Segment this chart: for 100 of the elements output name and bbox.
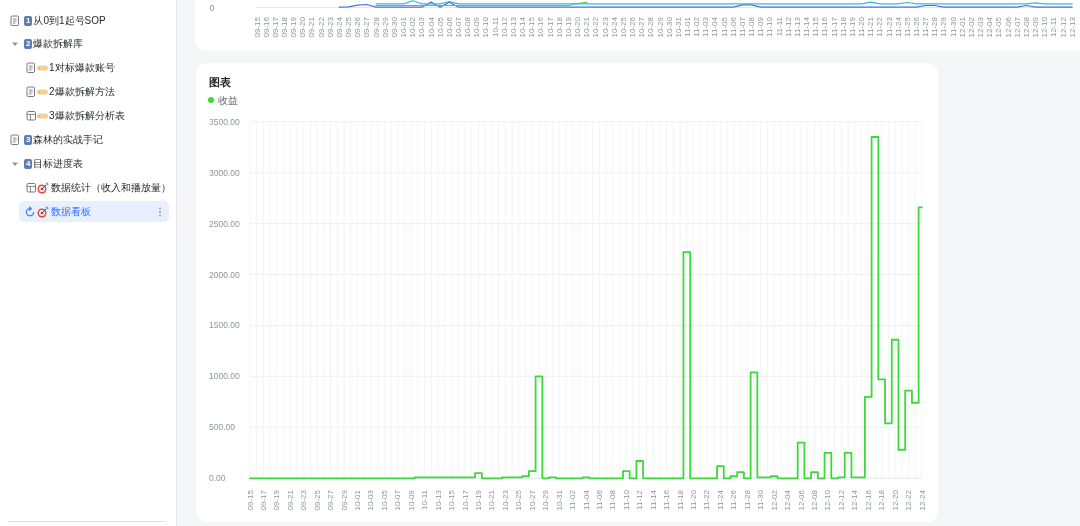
x-tick-label: 10-21	[582, 16, 592, 38]
x-tick-label: 11-26	[911, 16, 921, 37]
x-tick-label: 09-25	[312, 489, 322, 511]
x-tick-label: 11-01	[683, 16, 692, 37]
text: 2爆款拆解方法	[49, 85, 115, 99]
x-tick-label: 12-16	[863, 489, 873, 511]
x-tick-label: 11-07	[737, 16, 747, 37]
text: 1从0到1起号SOP	[25, 14, 106, 28]
x-tick-label: 11-24	[893, 16, 903, 37]
x-tick-label: 10-31	[554, 489, 564, 511]
x-tick-label: 10-24	[609, 16, 619, 38]
x-tick-label: 10-29	[541, 489, 551, 511]
x-tick-label: 10-11	[490, 16, 500, 37]
x-tick-label: 11-12	[635, 489, 645, 510]
x-tick-label: 09-29	[380, 16, 390, 38]
x-tick-label: 09-23	[325, 16, 335, 38]
legend-label: 收益	[218, 94, 238, 106]
x-tick-label: 09-20	[298, 16, 308, 38]
x-tick-label: 09-29	[339, 489, 349, 511]
x-tick-label: 10-10	[481, 16, 491, 38]
x-tick-label: 11-27	[921, 16, 931, 37]
x-tick-label: 09-19	[289, 16, 299, 38]
x-tick-label: 10-03	[366, 489, 376, 511]
x-tick-label: 11-10	[621, 489, 631, 510]
x-tick-label: 10-23	[500, 489, 510, 511]
x-tick-label: 10-01	[353, 489, 363, 511]
x-tick-label: 10-25	[514, 489, 524, 511]
x-tick-label: 12-24	[917, 489, 927, 511]
x-tick-label: 10-19	[473, 489, 483, 511]
x-tick-label: 11-21	[866, 16, 876, 37]
x-tick-label: 09-27	[326, 489, 336, 511]
x-tick-label: 12-09	[1031, 16, 1041, 38]
x-tick-label: 11-26	[729, 489, 739, 510]
x-tick-label: 12-18	[877, 489, 887, 511]
x-tick-label: 09-16	[261, 16, 271, 38]
x-tick-label: 10-07	[454, 16, 464, 38]
text: 3森林的实战手记	[25, 133, 104, 147]
x-tick-label: 12-10	[823, 489, 833, 511]
x-tick-label: 10-09	[472, 16, 482, 38]
y-tick-label: 0.00	[209, 473, 226, 484]
x-tick-label: 10-22	[591, 16, 601, 38]
x-tick-label: 10-09	[406, 489, 416, 511]
x-tick-label: 12-02	[966, 16, 976, 38]
x-tick-label: 10-19	[563, 16, 573, 38]
x-tick-label: 12-14	[850, 489, 860, 511]
x-tick-label: 11-23	[884, 16, 894, 37]
x-tick-label: 12-06	[1003, 16, 1013, 38]
x-tick-label: 10-18	[554, 16, 564, 38]
x-tick-label: 11-14	[648, 489, 658, 510]
x-tick-label: 12-04	[783, 489, 793, 511]
x-tick-label: 11-03	[701, 16, 711, 37]
x-tick-label: 11-05	[719, 16, 729, 37]
x-tick-label: 10-04	[426, 16, 436, 38]
x-tick-label: 11-28	[742, 489, 752, 510]
x-tick-label: 09-15	[245, 489, 255, 511]
x-tick-label: 11-08	[747, 16, 757, 37]
x-tick-label: 11-02	[568, 489, 578, 510]
x-tick-label: 11-20	[689, 489, 699, 510]
y-tick-label: 2500.00	[209, 218, 240, 229]
x-tick-label: 10-17	[460, 489, 470, 511]
x-tick-label: 10-26	[628, 16, 638, 38]
x-tick-label: 12-10	[1040, 16, 1050, 38]
x-tick-label: 09-24	[334, 16, 344, 38]
x-tick-label: 10-12	[499, 16, 509, 38]
x-tick-label: 10-05	[379, 489, 389, 511]
x-tick-label: 11-30	[756, 489, 766, 510]
text: 4目标进度表	[25, 157, 84, 171]
x-tick-label: 10-15	[527, 16, 537, 38]
y-tick-label: 1500.00	[209, 320, 240, 331]
x-tick-label: 10-01	[399, 16, 409, 38]
x-tick-label: 10-07	[393, 489, 403, 511]
x-tick-label: 11-06	[594, 489, 604, 510]
x-tick-label: 10-30	[664, 16, 674, 38]
x-tick-label: 10-25	[618, 16, 628, 38]
x-tick-label: 10-13	[508, 16, 518, 38]
x-tick-label: 10-31	[673, 16, 683, 38]
x-tick-label: 10-21	[487, 489, 497, 511]
y-tick-label: 3000.00	[209, 167, 240, 178]
x-tick-label: 10-15	[447, 489, 457, 511]
x-tick-label: 09-15	[252, 16, 262, 38]
x-tick-label: 11-11	[774, 16, 784, 37]
x-tick-label: 12-05	[994, 16, 1004, 38]
x-tick-label: 11-06	[728, 16, 738, 37]
x-tick-label: 11-30	[948, 16, 958, 37]
x-tick-label: 11-16	[820, 16, 830, 37]
text: 数据统计（收入和播放量）	[51, 181, 171, 195]
x-tick-label: 10-03	[417, 16, 427, 38]
x-tick-label: 11-17	[829, 16, 839, 37]
x-tick-label: 10-14	[518, 16, 528, 38]
x-tick-label: 10-16	[536, 16, 546, 38]
x-tick-label: 10-17	[545, 16, 555, 38]
x-tick-label: 11-18	[838, 16, 848, 37]
x-tick-label: 12-08	[809, 489, 819, 511]
x-tick-label: 12-03	[976, 16, 986, 38]
text: 数据看板	[51, 204, 91, 219]
x-tick-label: 11-19	[847, 16, 857, 37]
x-tick-label: 11-10	[765, 16, 775, 37]
x-tick-label: 11-28	[930, 16, 940, 37]
text: 3爆款拆解分析表	[49, 109, 125, 123]
x-tick-label: 11-25	[902, 16, 912, 37]
